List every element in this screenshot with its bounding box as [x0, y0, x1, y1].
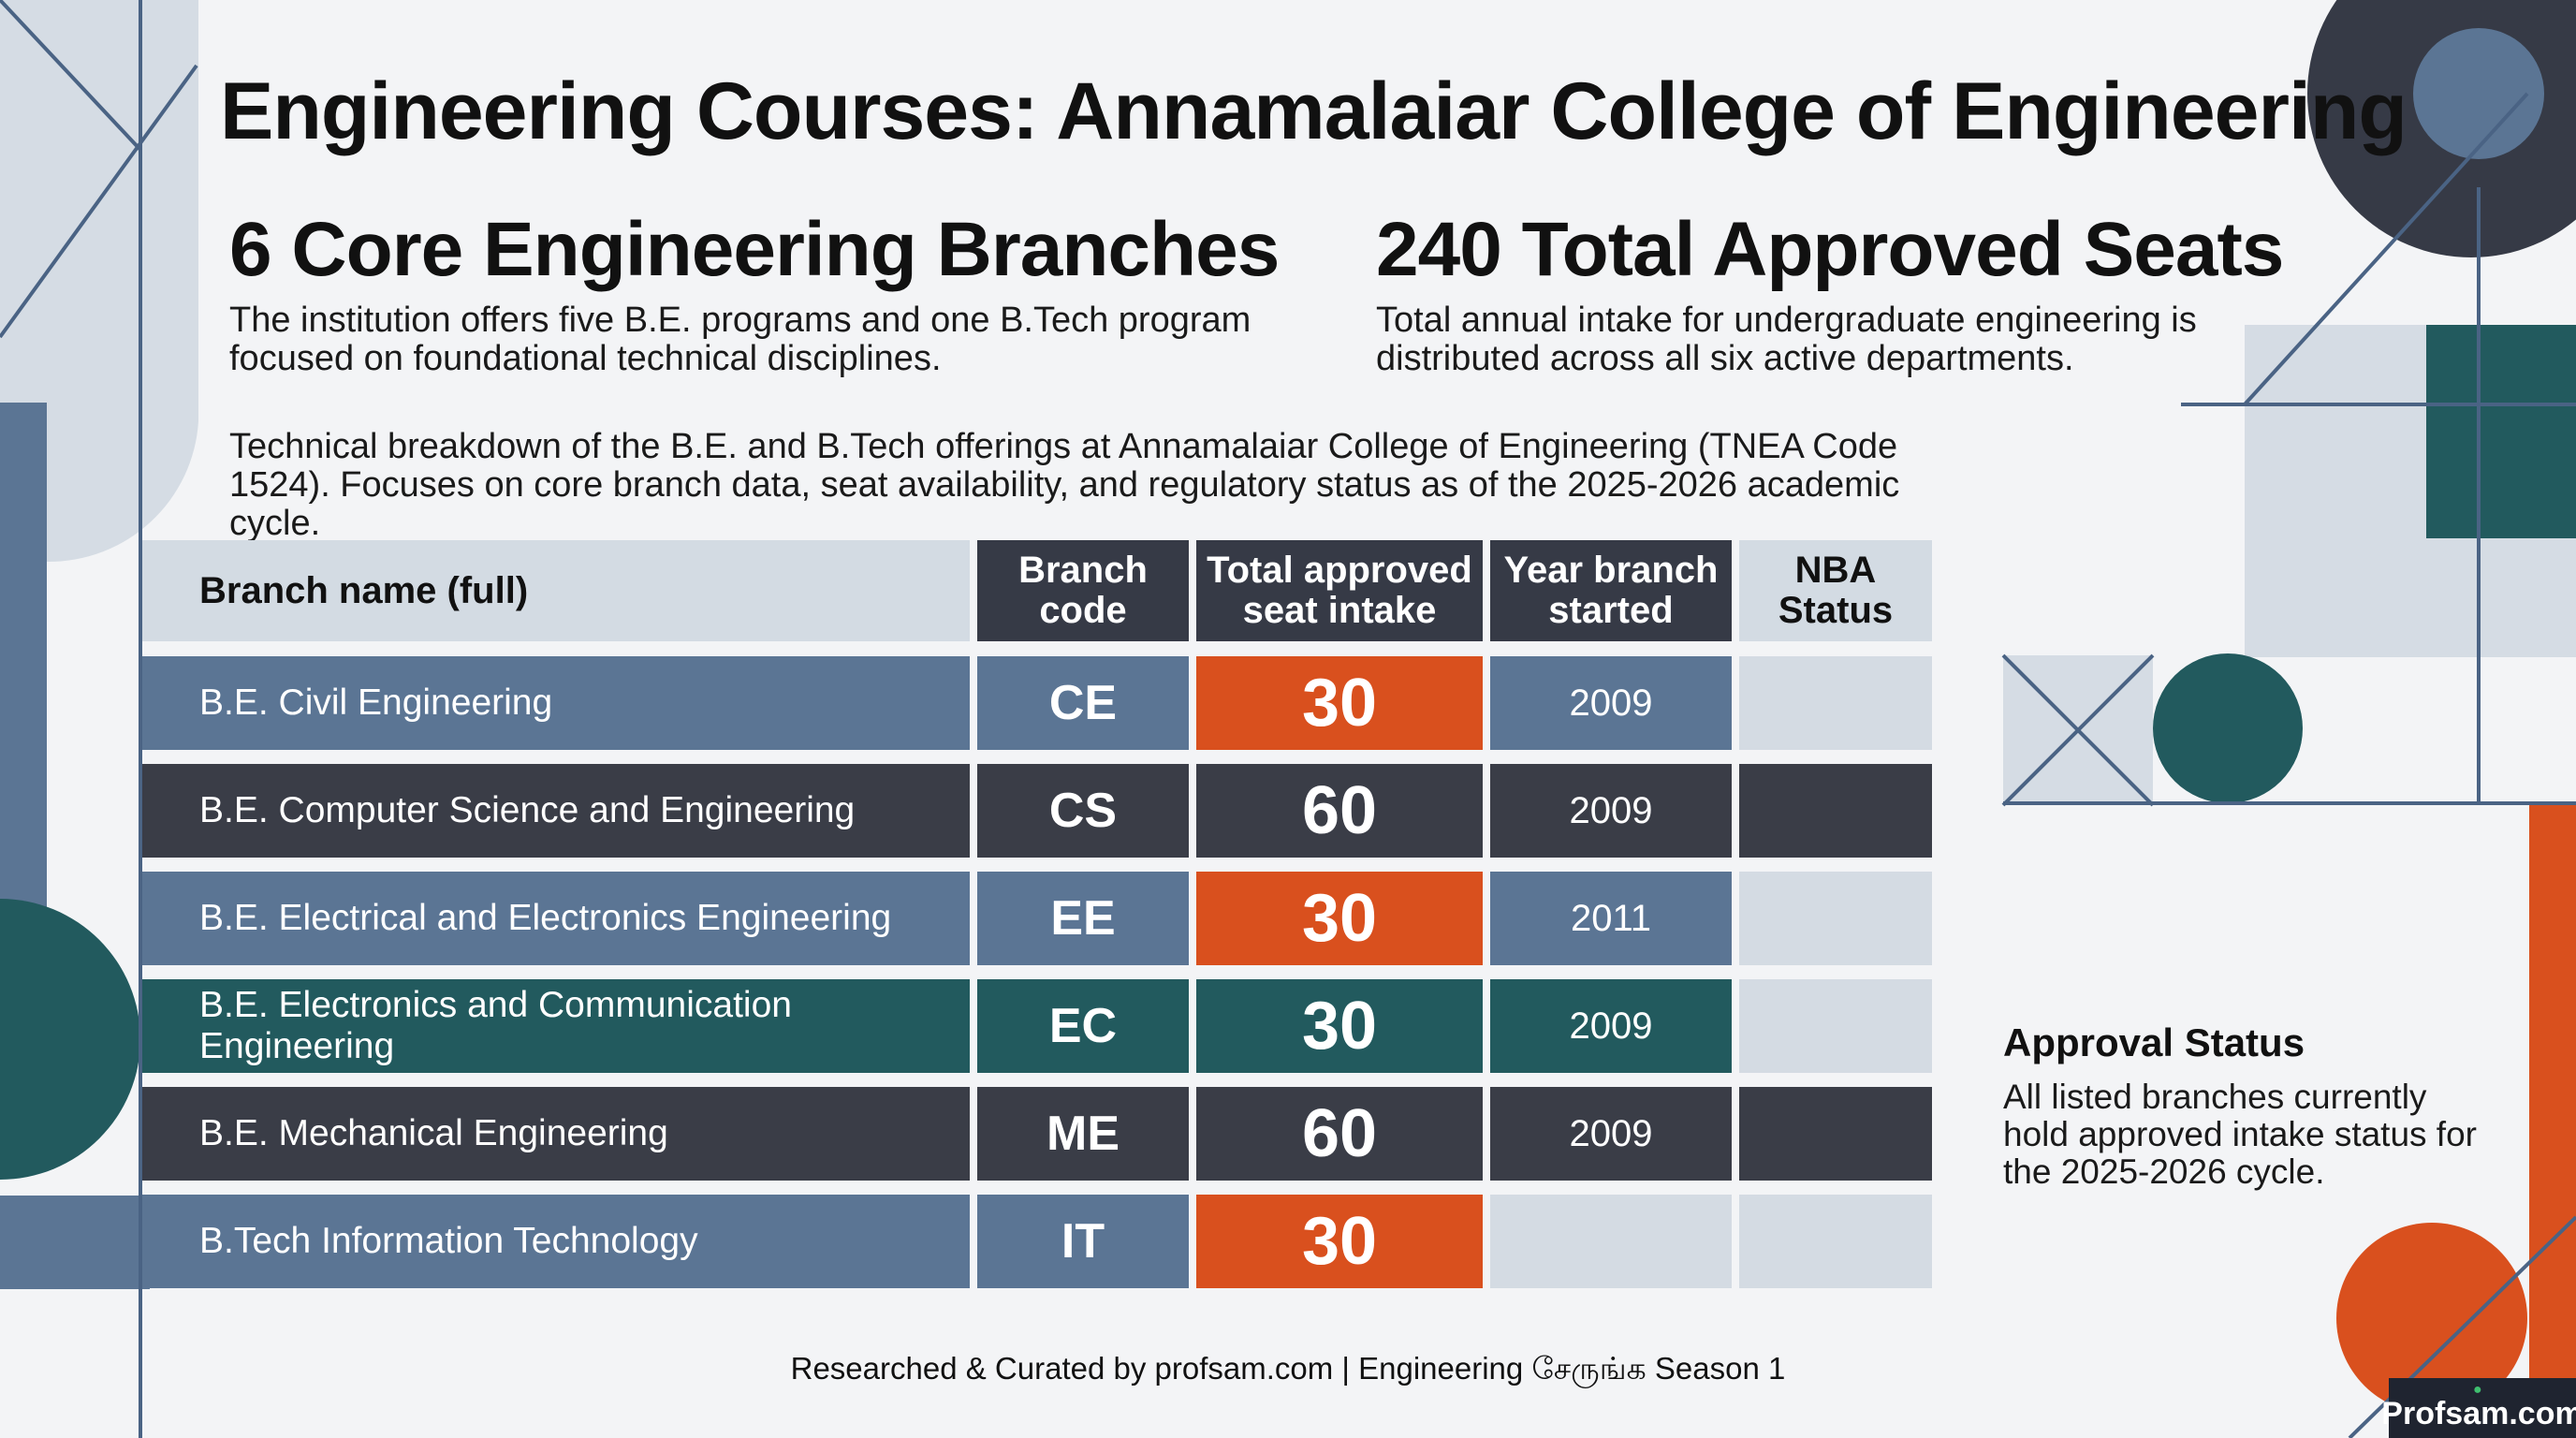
row-ee-year: 2011 [1490, 872, 1732, 965]
row-ec-code: EC [977, 979, 1189, 1073]
stat-seats: 240 Total Approved Seats Total annual in… [1376, 206, 2312, 378]
row-it-code: IT [977, 1195, 1189, 1288]
row-ce-nba [1739, 656, 1932, 750]
row-it-seats: 30 [1196, 1195, 1483, 1288]
row-it-name: B.Tech Information Technology [142, 1195, 970, 1288]
header-branch-name: Branch name (full) [142, 540, 970, 641]
header-year-started: Year branch started [1490, 540, 1732, 641]
row-cs-code: CS [977, 764, 1189, 858]
row-ec-nba [1739, 979, 1932, 1073]
stat-seats-text: Total annual intake for undergraduate en… [1376, 301, 2197, 378]
row-ee-seats: 30 [1196, 872, 1483, 965]
brand-badge[interactable]: ● Profsam.com [2381, 1378, 2576, 1438]
header-seat-intake: Total approved seat intake [1196, 540, 1483, 641]
row-cs-year: 2009 [1490, 764, 1732, 858]
description: Technical breakdown of the B.E. and B.Te… [229, 427, 1900, 543]
header-branch-code: Branch code [977, 540, 1189, 641]
row-me-seats: 60 [1196, 1087, 1483, 1181]
row-ec-year: 2009 [1490, 979, 1732, 1073]
stat-branches-heading: 6 Core Engineering Branches [229, 207, 1280, 292]
row-me-nba [1739, 1087, 1932, 1181]
brand-logo-icon: ● [2473, 1382, 2482, 1398]
stat-seats-heading: 240 Total Approved Seats [1376, 207, 2284, 292]
row-me-code: ME [977, 1087, 1189, 1181]
row-it-nba [1739, 1195, 1932, 1288]
footer-credit: Researched & Curated by profsam.com | En… [790, 1351, 1786, 1386]
row-ce-code: CE [977, 656, 1189, 750]
row-me-name: B.E. Mechanical Engineering [142, 1087, 970, 1181]
page-title: Engineering Courses: Annamalaiar College… [220, 66, 2408, 156]
row-ce-seats: 30 [1196, 656, 1483, 750]
row-ce-year: 2009 [1490, 656, 1732, 750]
stat-branches-text: The institution offers five B.E. program… [229, 301, 1251, 378]
row-ee-nba [1739, 872, 1932, 965]
approval-heading: Approval Status [2003, 1020, 2305, 1064]
row-me-year: 2009 [1490, 1087, 1732, 1181]
stat-branches: 6 Core Engineering Branches The institut… [229, 206, 1315, 378]
row-ec-seats: 30 [1196, 979, 1483, 1073]
brand-label: Profsam.com [2381, 1396, 2576, 1431]
approval-text: All listed branches currently hold appro… [2003, 1078, 2477, 1191]
row-cs-seats: 60 [1196, 764, 1483, 858]
row-cs-nba [1739, 764, 1932, 858]
row-ee-code: EE [977, 872, 1189, 965]
header-nba-status: NBA Status [1739, 540, 1932, 641]
row-ec-name: B.E. Electronics and Communication Engin… [142, 979, 970, 1073]
row-cs-name: B.E. Computer Science and Engineering [142, 764, 970, 858]
row-ce-name: B.E. Civil Engineering [142, 656, 970, 750]
row-ee-name: B.E. Electrical and Electronics Engineer… [142, 872, 970, 965]
row-it-year [1490, 1195, 1732, 1288]
